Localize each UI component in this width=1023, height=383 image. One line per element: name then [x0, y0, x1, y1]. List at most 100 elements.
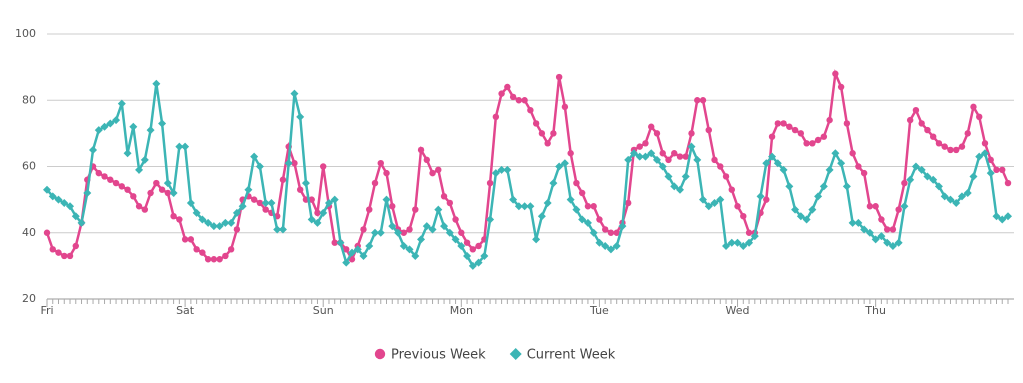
marker [803, 140, 810, 147]
marker [469, 246, 477, 253]
marker [711, 156, 718, 164]
marker [192, 208, 201, 217]
marker [624, 155, 633, 164]
marker [222, 252, 229, 260]
marker [158, 186, 166, 193]
marker [865, 228, 874, 237]
marker [710, 198, 719, 207]
y-tick-label: 80 [22, 93, 36, 106]
marker [371, 228, 380, 237]
marker [227, 246, 235, 253]
marker [1004, 179, 1012, 187]
marker [625, 199, 632, 207]
legend-item[interactable]: Previous Week [374, 348, 486, 363]
marker [112, 179, 120, 187]
y-tick-label: 40 [22, 226, 36, 239]
marker [561, 103, 569, 111]
marker [331, 239, 338, 246]
marker [399, 242, 408, 250]
marker [831, 149, 840, 158]
marker [204, 256, 212, 263]
marker [491, 169, 500, 178]
marker [705, 126, 712, 134]
marker [883, 226, 891, 233]
marker [929, 133, 937, 140]
marker [958, 143, 966, 150]
marker [911, 162, 920, 171]
y-tick-label: 100 [15, 27, 36, 40]
marker [538, 130, 546, 137]
marker [883, 238, 892, 247]
marker [458, 229, 465, 236]
marker [61, 252, 68, 260]
marker [658, 162, 667, 171]
marker [509, 93, 517, 101]
marker [785, 182, 794, 191]
marker [417, 146, 425, 154]
legend-label[interactable]: Current Week [527, 348, 616, 363]
marker [405, 245, 414, 254]
marker [940, 192, 949, 201]
marker [43, 185, 51, 194]
marker [975, 152, 984, 161]
marker [301, 179, 310, 188]
marker [153, 179, 160, 187]
marker [509, 195, 518, 204]
marker [670, 182, 679, 191]
marker [95, 169, 102, 177]
marker [451, 235, 460, 244]
marker [768, 133, 776, 140]
marker [727, 238, 736, 247]
marker [750, 232, 759, 241]
marker [629, 149, 638, 158]
marker [376, 228, 385, 237]
marker [412, 206, 419, 213]
marker [849, 150, 856, 157]
marker [284, 159, 293, 168]
marker [440, 222, 449, 231]
marker [244, 185, 253, 194]
marker [100, 122, 109, 131]
marker [106, 119, 115, 128]
marker [780, 120, 787, 127]
marker [906, 175, 915, 184]
marker [924, 126, 931, 134]
marker [446, 199, 454, 207]
marker [417, 235, 426, 244]
marker [756, 192, 765, 201]
marker [826, 116, 833, 124]
marker [135, 165, 144, 174]
marker [118, 183, 126, 190]
marker [664, 172, 673, 181]
marker [768, 152, 777, 161]
marker [688, 130, 695, 137]
marker [101, 173, 108, 180]
marker [210, 256, 218, 263]
marker [613, 229, 620, 236]
marker [158, 119, 167, 128]
marker [221, 218, 230, 227]
marker [313, 218, 322, 227]
x-tick-label: Sun [313, 304, 334, 317]
marker [227, 218, 236, 227]
legend-label[interactable]: Previous Week [391, 348, 486, 363]
marker [665, 156, 672, 164]
marker [900, 202, 909, 211]
legend-item[interactable]: Current Week [509, 348, 616, 363]
marker [181, 142, 190, 151]
marker [980, 149, 989, 158]
x-tick-label: Wed [726, 304, 750, 317]
marker [48, 192, 57, 201]
marker [273, 225, 282, 234]
marker [832, 70, 839, 77]
marker [641, 152, 650, 161]
marker [606, 245, 615, 254]
marker [486, 179, 494, 187]
series [43, 69, 1012, 263]
marker [175, 142, 184, 151]
marker [428, 225, 437, 234]
marker [117, 99, 126, 108]
marker [532, 120, 540, 127]
marker [474, 258, 483, 267]
marker [918, 120, 925, 127]
